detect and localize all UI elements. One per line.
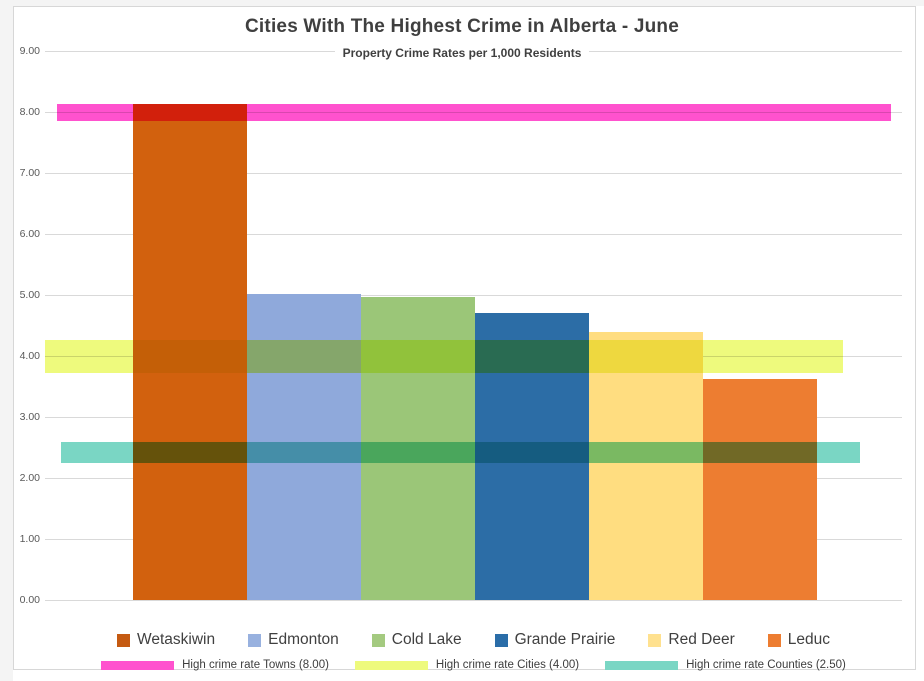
bar-red-deer <box>589 332 703 600</box>
legend-swatch-icon <box>117 633 131 647</box>
window-margin-top <box>0 0 924 6</box>
legend-swatch-icon <box>494 633 508 647</box>
chart-subtitle-text: Property Crime Rates per 1,000 Residents <box>334 46 590 60</box>
window-margin-left <box>0 0 13 681</box>
series-legend: Wetaskiwin Edmonton Cold Lake Grande Prairi… <box>45 631 902 649</box>
gridline-5 <box>45 295 902 296</box>
bar-leduc <box>703 378 817 600</box>
y-axis-tick-label: 5.00 <box>19 289 40 301</box>
legend-swatch-icon <box>248 633 262 647</box>
chart-subtitle: Property Crime Rates per 1,000 Residents <box>0 46 924 60</box>
y-axis-tick-label: 9.00 <box>19 45 40 57</box>
y-axis-tick-label: 1.00 <box>19 533 40 545</box>
threshold-bands-legend: High crime rate Towns (8.00) High crime r… <box>45 659 902 671</box>
chart-title: Cities With The Highest Crime in Alberta… <box>245 16 679 37</box>
legend-label: Leduc <box>787 631 830 648</box>
band-legend-swatch-icon <box>101 660 175 670</box>
legend-swatch-icon <box>648 633 662 647</box>
legend-swatch-icon <box>767 633 781 647</box>
threshold-band-4 <box>45 339 843 373</box>
band-legend-label: High crime rate Cities (4.00) <box>435 659 580 671</box>
band-legend-label: High crime rate Counties (2.50) <box>686 659 846 671</box>
gridline-7 <box>45 173 902 174</box>
legend-label: Cold Lake <box>391 631 462 648</box>
y-axis-tick-label: 8.00 <box>19 106 40 118</box>
band-legend-label: High crime rate Towns (8.00) <box>182 659 329 671</box>
y-axis-tick-label: 2.00 <box>19 472 40 484</box>
legend-label: Wetaskiwin <box>137 631 216 648</box>
gridline-0 <box>45 600 902 601</box>
y-axis-tick-label: 3.00 <box>19 411 40 423</box>
band-legend-swatch-icon <box>354 660 428 670</box>
gridline-6 <box>45 234 902 235</box>
legend-label: Edmonton <box>268 631 339 648</box>
legend-swatch-icon <box>371 633 385 647</box>
y-axis-tick-label: 4.00 <box>19 350 40 362</box>
y-axis-tick-label: 6.00 <box>19 228 40 240</box>
threshold-band-2.5 <box>61 442 860 463</box>
threshold-band-8 <box>57 103 891 121</box>
band-legend-swatch-icon <box>605 660 679 670</box>
legend-label: Red Deer <box>668 631 735 648</box>
legend-item-red-deer: Red Deer <box>648 631 735 649</box>
band-legend-item: High crime rate Counties (2.50) <box>605 659 846 671</box>
legend-item-wetaskiwin: Wetaskiwin <box>117 631 215 649</box>
legend-label: Grande Prairie <box>514 631 616 648</box>
legend-item-grande-prairie: Grande Prairie <box>494 631 616 649</box>
legend-item-cold-lake: Cold Lake <box>371 631 462 649</box>
legend-item-edmonton: Edmonton <box>248 631 339 649</box>
y-axis-tick-label: 0.00 <box>19 594 40 606</box>
band-legend-item: High crime rate Cities (4.00) <box>354 659 580 671</box>
legend-item-leduc: Leduc <box>767 631 830 649</box>
band-legend-item: High crime rate Towns (8.00) <box>101 659 329 671</box>
y-axis-tick-label: 7.00 <box>19 167 40 179</box>
